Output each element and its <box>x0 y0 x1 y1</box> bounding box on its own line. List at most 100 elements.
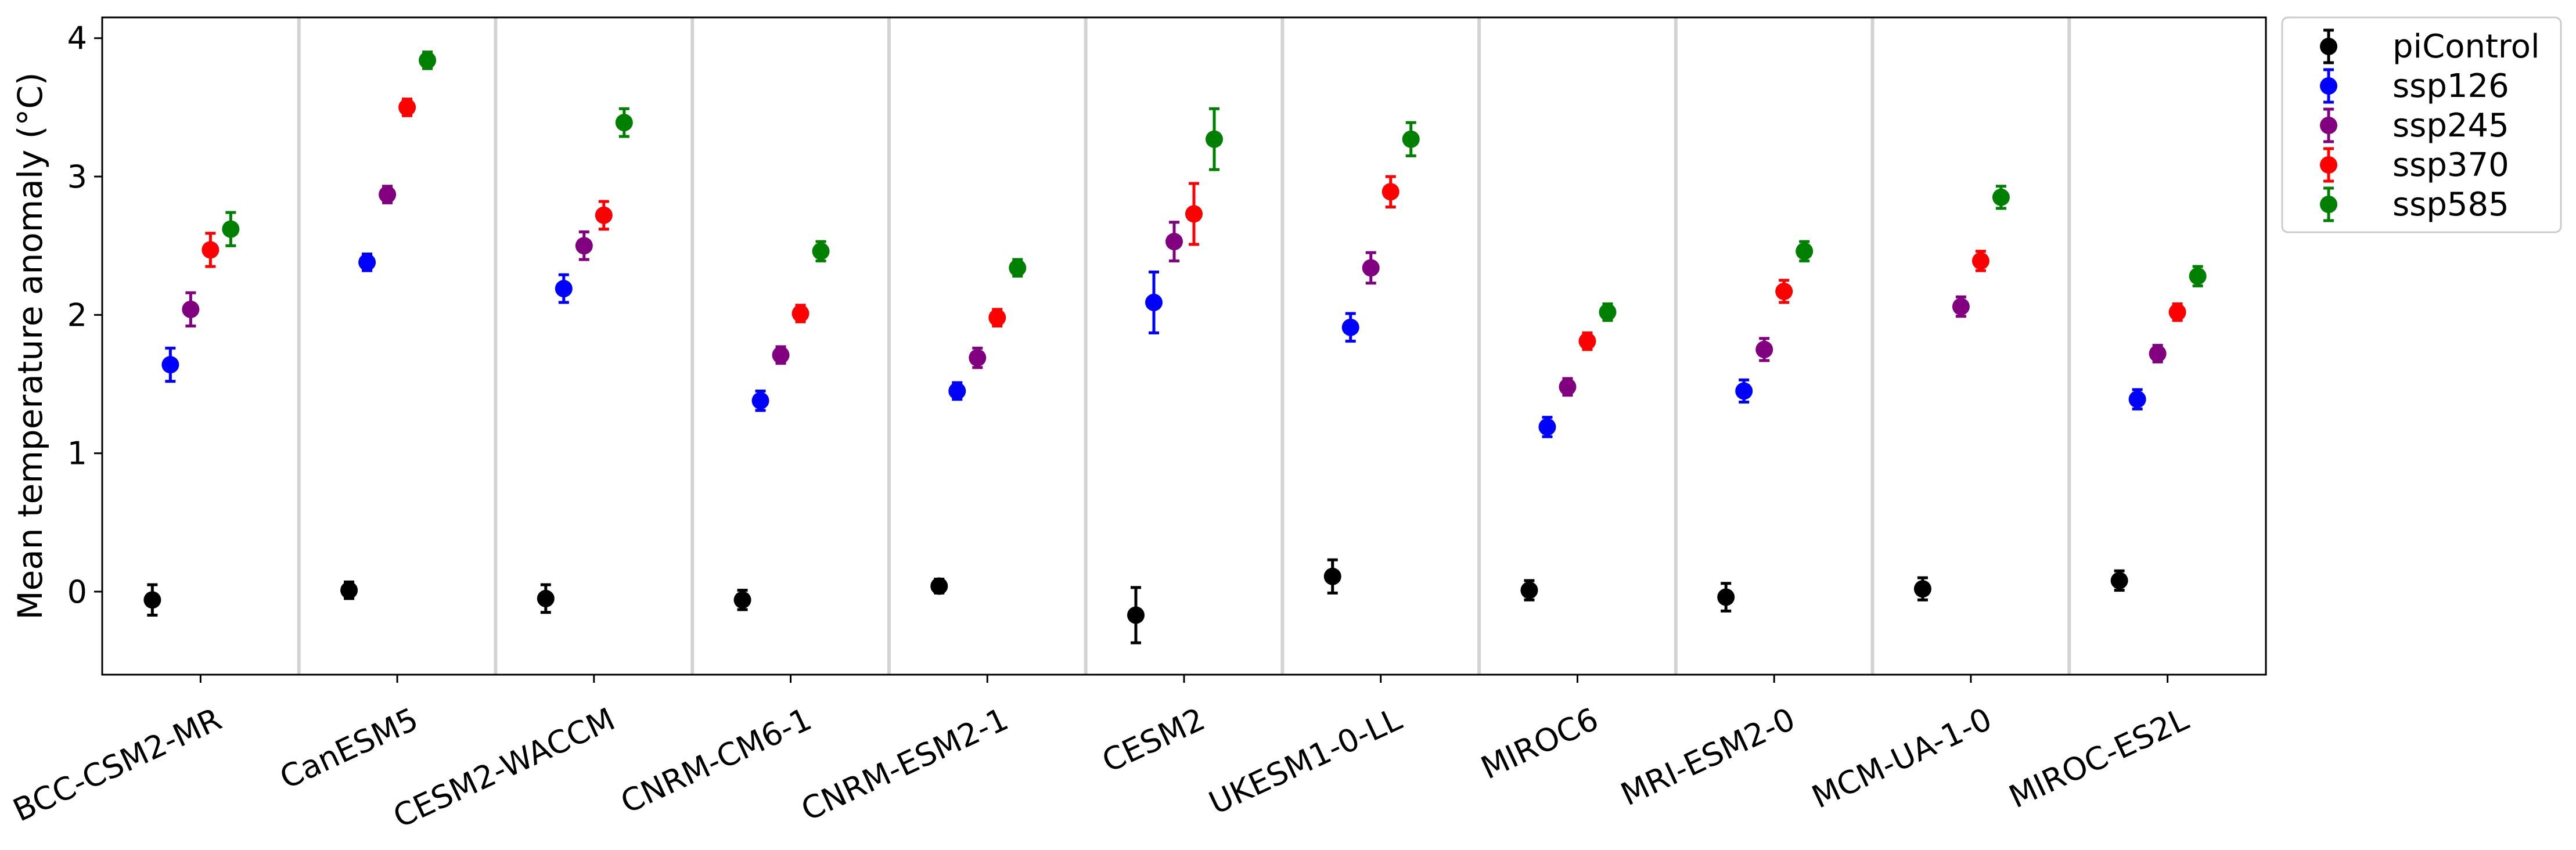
data-point-ssp585 <box>615 107 633 138</box>
x-tick-label: MIROC-ES2L <box>2003 701 2194 816</box>
marker <box>1362 259 1380 277</box>
data-point-ssp126 <box>2128 388 2146 410</box>
marker <box>1971 252 1989 270</box>
marker <box>1775 282 1793 300</box>
marker <box>143 591 161 609</box>
data-point-piControl <box>537 583 555 614</box>
marker <box>930 577 948 595</box>
data-point-ssp245 <box>1755 337 1773 362</box>
legend-marker <box>2320 77 2337 95</box>
data-point-ssp245 <box>969 347 987 369</box>
data-point-ssp370 <box>1775 279 1793 304</box>
y-tick-label: 2 <box>67 297 87 333</box>
y-axis-label: Mean temperature anomaly (°C) <box>10 73 50 620</box>
data-point-ssp245 <box>379 185 397 204</box>
data-point-ssp245 <box>575 230 593 261</box>
legend-item-ssp126: ssp126 <box>2320 67 2509 105</box>
data-point-piControl <box>340 580 358 600</box>
marker <box>1913 580 1931 598</box>
marker <box>1559 378 1577 396</box>
data-point-ssp126 <box>358 253 376 272</box>
data-point-ssp585 <box>812 240 830 262</box>
marker <box>791 304 810 322</box>
marker <box>1206 130 1223 148</box>
data-point-ssp245 <box>772 345 790 365</box>
data-point-ssp370 <box>1971 250 1989 272</box>
y-tick-label: 4 <box>67 20 87 57</box>
marker <box>1145 293 1163 311</box>
marker <box>419 51 437 69</box>
x-tick-label: CNRM-CM6-1 <box>615 701 817 821</box>
marker <box>1341 318 1359 336</box>
marker <box>1578 332 1596 350</box>
marker <box>812 242 830 260</box>
data-point-ssp126 <box>555 273 573 304</box>
data-point-ssp585 <box>1796 240 1814 262</box>
data-point-ssp126 <box>948 381 966 401</box>
data-point-ssp245 <box>2149 344 2167 363</box>
marker <box>1538 418 1556 436</box>
legend-label: ssp126 <box>2392 67 2509 105</box>
data-point-piControl <box>930 577 948 595</box>
data-point-ssp126 <box>1735 378 1753 404</box>
marker <box>1952 298 1970 316</box>
data-point-ssp370 <box>1381 175 1399 208</box>
marker <box>537 589 555 607</box>
data-point-piControl <box>2110 569 2128 592</box>
legend-frame <box>2281 16 2562 233</box>
marker <box>1599 303 1617 321</box>
data-point-ssp126 <box>1341 312 1359 343</box>
y-tick-label: 3 <box>67 159 87 195</box>
data-point-ssp126 <box>161 347 179 383</box>
marker <box>358 253 376 271</box>
data-point-piControl <box>1913 576 1931 602</box>
marker <box>1402 130 1420 148</box>
marker <box>555 280 573 298</box>
data-point-ssp370 <box>988 308 1006 327</box>
data-point-ssp245 <box>1362 251 1380 285</box>
marker <box>751 392 769 410</box>
category-separators <box>297 17 2071 675</box>
data-point-ssp585 <box>1009 258 1027 278</box>
marker <box>988 309 1006 327</box>
marker <box>1796 242 1814 260</box>
legend-marker <box>2320 117 2337 134</box>
data-point-ssp585 <box>1402 121 1420 157</box>
marker <box>2149 345 2167 363</box>
data-point-piControl <box>1127 586 1145 644</box>
marker <box>1323 567 1341 585</box>
data-point-piControl <box>1323 558 1341 595</box>
legend-item-piControl: piControl <box>2320 28 2540 66</box>
x-tick-label: MRI-ESM2-0 <box>1616 701 1801 813</box>
marker <box>1520 581 1538 599</box>
legend-marker <box>2320 196 2337 213</box>
x-tick-label: CanESM5 <box>274 701 423 797</box>
legend-marker <box>2320 38 2337 55</box>
marker <box>340 581 358 599</box>
marker <box>2189 267 2207 285</box>
marker <box>1127 606 1145 624</box>
legend-marker <box>2320 156 2337 174</box>
data-point-piControl <box>1717 582 1735 613</box>
marker <box>202 241 220 259</box>
marker <box>379 186 397 204</box>
data-point-ssp370 <box>1185 182 1203 246</box>
legend-label: piControl <box>2392 28 2540 66</box>
data-point-ssp370 <box>202 232 220 268</box>
x-tick-label: MIROC6 <box>1476 701 1604 787</box>
x-axis: BCC-CSM2-MR CanESM5CESM2-WACCMCNRM-CM6-1C… <box>8 675 2194 835</box>
data-point-ssp245 <box>1559 377 1577 397</box>
marker <box>2128 390 2146 408</box>
marker <box>1165 233 1183 251</box>
marker <box>2110 571 2128 589</box>
data-point-ssp585 <box>222 211 240 247</box>
data-point-ssp370 <box>1578 331 1596 351</box>
data-point-ssp585 <box>2189 265 2207 287</box>
marker <box>182 300 200 318</box>
marker <box>1381 183 1399 201</box>
data-point-ssp126 <box>751 389 769 412</box>
marker <box>733 591 751 609</box>
x-tick-label: BCC-CSM2-MR <box>8 701 227 829</box>
marker <box>1185 205 1203 223</box>
